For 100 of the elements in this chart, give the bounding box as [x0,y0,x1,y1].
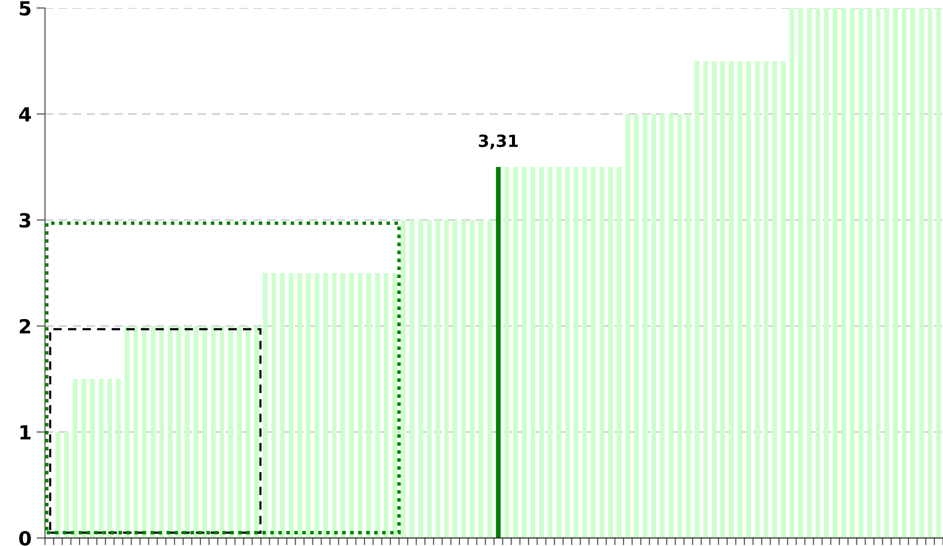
bar [902,8,907,538]
bar [211,326,216,538]
bar [876,8,881,538]
bar [64,432,69,538]
bar [254,326,259,538]
bar [478,220,484,538]
bar [142,326,147,538]
bar [358,273,363,538]
bar [530,167,536,538]
bar [90,379,95,538]
bar [651,114,656,538]
bar [738,61,742,538]
bar [306,273,311,538]
bar [806,8,812,538]
y-tick-label: 4 [19,107,31,122]
bar [124,326,130,538]
bar [565,167,570,538]
bar [349,273,354,538]
bar [202,326,208,538]
bar [159,326,164,538]
bar [418,220,423,538]
bar [677,114,682,538]
bar [340,273,346,538]
bar [729,61,734,538]
bar [81,379,86,538]
bar [280,273,285,538]
bar [461,220,466,538]
bar [668,114,674,538]
bar [56,432,60,538]
bar [426,220,432,538]
bar [522,167,527,538]
bar [712,61,717,538]
bar [694,61,700,538]
bar [625,114,630,538]
bar [220,326,224,538]
bar [332,273,337,538]
bar [790,8,794,538]
bar [384,273,388,538]
bar [288,273,294,538]
bar [185,326,190,538]
bar [504,167,510,538]
bar [262,273,268,538]
bar [496,167,501,538]
bar [832,8,838,538]
bar [772,61,777,538]
bar [910,8,916,538]
bar [470,220,475,538]
bar [824,8,829,538]
bar [436,220,440,538]
y-tick-label: 0 [19,530,31,546]
bar [936,8,942,538]
bar [616,167,622,538]
bar [608,167,613,538]
bar [539,167,544,538]
bar [246,326,250,538]
bar [660,114,665,538]
bar [297,273,302,538]
bar [841,8,846,538]
bar [893,8,898,538]
bar [323,273,328,538]
annotation: 3,31 [478,134,518,150]
bar [375,273,380,538]
bar [867,8,872,538]
bar [600,167,604,538]
bar [764,61,768,538]
bar [574,167,578,538]
bar [928,8,932,538]
bar [107,379,112,538]
bar [815,8,820,538]
bar [72,379,78,538]
bar [798,8,803,538]
bar [642,114,648,538]
bar [133,326,138,538]
y-tick-label: 2 [20,318,30,334]
bar [780,61,786,538]
bar [314,273,320,538]
bar [582,167,588,538]
bar [271,273,276,538]
bar [98,379,104,538]
bar [444,220,449,538]
bar [548,167,552,538]
bar [720,61,726,538]
y-tick-label: 1 [20,425,30,440]
bar [850,8,855,538]
bar [703,61,708,538]
bar [686,114,691,538]
bar [754,61,760,538]
bar [116,379,121,538]
bar [634,114,639,538]
bar [228,326,234,538]
bar [556,167,562,538]
bar [746,61,752,538]
bar [410,220,414,538]
bar [392,273,398,538]
bar [194,326,198,538]
bar [590,167,596,538]
bar [858,8,864,538]
bar [150,326,156,538]
y-tick-label: 3 [20,212,30,228]
bar [884,8,890,538]
